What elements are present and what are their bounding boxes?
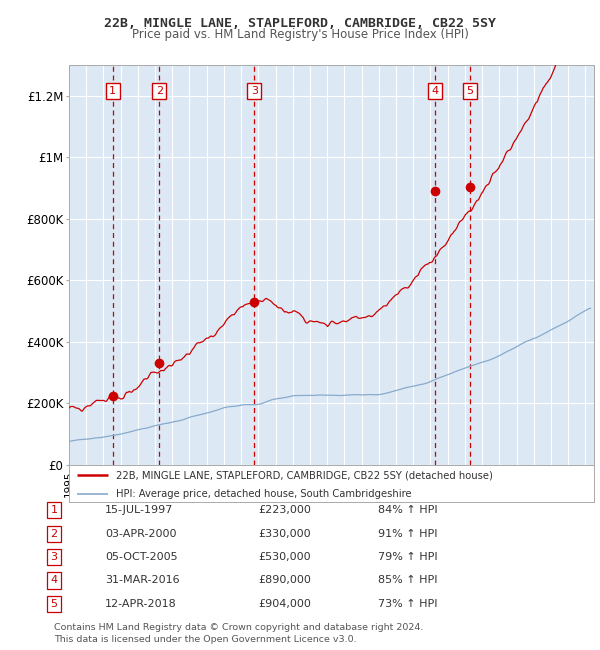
Text: HPI: Average price, detached house, South Cambridgeshire: HPI: Average price, detached house, Sout… [116,489,412,499]
Text: £890,000: £890,000 [258,575,311,586]
Text: 79% ↑ HPI: 79% ↑ HPI [378,552,437,562]
Text: 12-APR-2018: 12-APR-2018 [105,599,177,609]
Text: Price paid vs. HM Land Registry's House Price Index (HPI): Price paid vs. HM Land Registry's House … [131,28,469,41]
Text: 85% ↑ HPI: 85% ↑ HPI [378,575,437,586]
Text: 3: 3 [50,552,58,562]
Text: 5: 5 [50,599,58,609]
Text: 5: 5 [466,86,473,96]
Text: 84% ↑ HPI: 84% ↑ HPI [378,505,437,515]
Text: 15-JUL-1997: 15-JUL-1997 [105,505,173,515]
Text: 3: 3 [251,86,258,96]
Text: 22B, MINGLE LANE, STAPLEFORD, CAMBRIDGE, CB22 5SY: 22B, MINGLE LANE, STAPLEFORD, CAMBRIDGE,… [104,17,496,30]
Text: £330,000: £330,000 [258,528,311,539]
Text: 4: 4 [431,86,439,96]
Text: 2: 2 [50,528,58,539]
Text: 31-MAR-2016: 31-MAR-2016 [105,575,179,586]
Text: £904,000: £904,000 [258,599,311,609]
Text: 1: 1 [50,505,58,515]
Text: 22B, MINGLE LANE, STAPLEFORD, CAMBRIDGE, CB22 5SY (detached house): 22B, MINGLE LANE, STAPLEFORD, CAMBRIDGE,… [116,470,493,480]
Text: Contains HM Land Registry data © Crown copyright and database right 2024.: Contains HM Land Registry data © Crown c… [54,623,424,632]
Text: £223,000: £223,000 [258,505,311,515]
Text: 1: 1 [109,86,116,96]
Text: 4: 4 [50,575,58,586]
Text: 2: 2 [156,86,163,96]
Text: 03-APR-2000: 03-APR-2000 [105,528,176,539]
Text: 73% ↑ HPI: 73% ↑ HPI [378,599,437,609]
Text: 91% ↑ HPI: 91% ↑ HPI [378,528,437,539]
Text: 05-OCT-2005: 05-OCT-2005 [105,552,178,562]
Text: £530,000: £530,000 [258,552,311,562]
Text: This data is licensed under the Open Government Licence v3.0.: This data is licensed under the Open Gov… [54,634,356,644]
